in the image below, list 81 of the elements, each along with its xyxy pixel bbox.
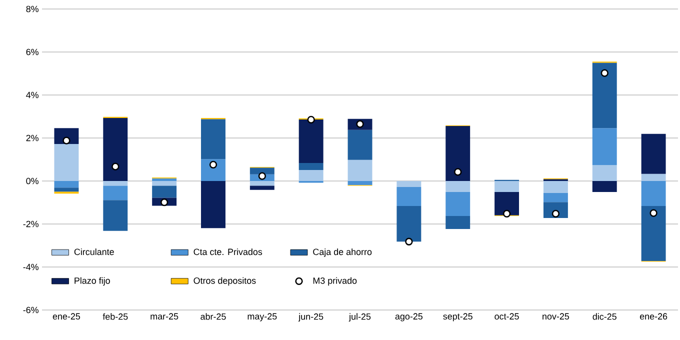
bar	[592, 165, 617, 181]
point	[112, 162, 120, 170]
bar	[250, 186, 274, 190]
y-tick-label: -2%	[23, 220, 38, 228]
legend-label: Otros depositos	[194, 277, 256, 286]
bar	[103, 118, 128, 181]
bar	[298, 162, 324, 170]
y-tick-label: 0%	[26, 178, 38, 184]
bar	[250, 181, 274, 186]
point	[209, 160, 218, 168]
bar	[54, 144, 79, 181]
x-tick-label: feb-25	[102, 313, 128, 320]
bar	[152, 186, 177, 198]
point	[405, 238, 413, 246]
bar	[543, 193, 568, 202]
bar	[348, 160, 372, 181]
bar	[592, 128, 617, 166]
y-tick-label: 6%	[26, 48, 38, 56]
point	[160, 198, 168, 206]
x-tick-label: may-25	[248, 313, 277, 322]
point	[502, 210, 511, 218]
bar	[201, 181, 226, 228]
bar	[152, 178, 177, 181]
legend-label: Plazo fijo	[74, 277, 110, 286]
bar	[396, 181, 422, 188]
x-tick-label: jun-25	[298, 313, 324, 322]
bar	[592, 181, 617, 192]
x-tick-label: nov-25	[542, 313, 570, 320]
point	[552, 210, 560, 218]
bar	[54, 181, 79, 188]
y-tick-label: -4%	[23, 264, 38, 270]
point	[62, 136, 70, 144]
legend-label: Cta cte. Privados	[194, 248, 262, 256]
y-tick-label: -6%	[23, 306, 38, 314]
bar	[250, 168, 274, 174]
bar	[396, 187, 422, 206]
point	[258, 172, 266, 180]
bar	[543, 181, 568, 194]
x-tick-label: dic-25	[592, 313, 616, 320]
y-tick-label: 2%	[26, 134, 38, 142]
bar	[446, 126, 470, 181]
point	[650, 209, 658, 217]
bar	[201, 159, 226, 181]
bar	[298, 120, 324, 163]
y-tick-label: 8%	[26, 6, 38, 12]
point	[600, 69, 608, 77]
x-tick-label: oct-25	[494, 313, 519, 320]
point	[454, 168, 462, 176]
x-tick-label: mar-25	[150, 313, 178, 320]
bar	[494, 181, 520, 192]
bar	[494, 192, 520, 216]
bar	[348, 130, 372, 160]
bar	[54, 188, 79, 192]
bar	[298, 170, 324, 181]
bar	[348, 181, 372, 186]
point	[307, 116, 315, 124]
x-tick-label: sept-25	[443, 313, 472, 322]
y-tick-label: 4%	[26, 92, 38, 98]
point	[356, 120, 364, 128]
x-tick-label: ene-26	[640, 313, 668, 320]
x-tick-label: jul-25	[348, 313, 371, 322]
legend-label: Caja de ahorro	[313, 248, 372, 257]
bar	[446, 192, 470, 216]
bar	[201, 119, 226, 160]
bar	[592, 62, 617, 128]
x-tick-label: abr-25	[200, 313, 226, 320]
x-tick-label: ene-25	[52, 313, 80, 320]
bar	[103, 186, 128, 200]
bar	[103, 200, 128, 231]
bar	[641, 206, 666, 261]
bar	[641, 181, 666, 206]
x-tick-label: ago-25	[395, 313, 423, 322]
bar	[103, 181, 128, 186]
bar	[446, 181, 470, 192]
bar	[396, 206, 422, 242]
legend-label: M3 privado	[313, 277, 357, 286]
bar	[446, 216, 470, 229]
bar	[641, 174, 666, 181]
bar	[152, 181, 177, 186]
legend-label: Circulante	[74, 248, 114, 256]
bar	[641, 134, 666, 174]
